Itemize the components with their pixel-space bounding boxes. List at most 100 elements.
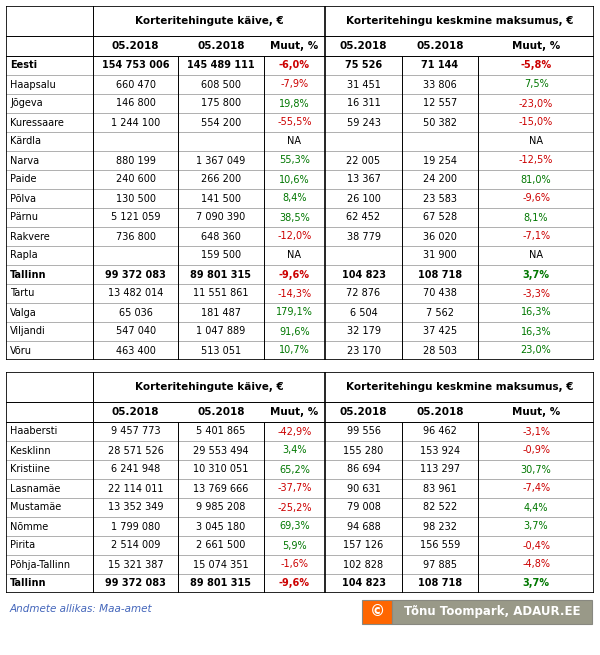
Text: 660 470: 660 470 bbox=[116, 79, 155, 90]
Text: 3,7%: 3,7% bbox=[523, 269, 550, 280]
Text: Muut, %: Muut, % bbox=[270, 41, 319, 51]
Text: 23,0%: 23,0% bbox=[521, 345, 551, 356]
Text: Mustamäe: Mustamäe bbox=[10, 502, 61, 512]
Text: 554 200: 554 200 bbox=[201, 117, 241, 128]
Text: 175 800: 175 800 bbox=[201, 98, 241, 109]
Text: Pirita: Pirita bbox=[10, 540, 35, 550]
Text: 736 800: 736 800 bbox=[116, 231, 155, 242]
Text: 71 144: 71 144 bbox=[421, 60, 458, 71]
Text: 16,3%: 16,3% bbox=[521, 326, 551, 337]
Text: 32 179: 32 179 bbox=[347, 326, 380, 337]
Text: 05.2018: 05.2018 bbox=[416, 41, 464, 51]
Text: Põhja-Tallinn: Põhja-Tallinn bbox=[10, 559, 70, 569]
Text: 880 199: 880 199 bbox=[116, 155, 155, 166]
Text: 11 551 861: 11 551 861 bbox=[193, 288, 248, 299]
Text: 155 280: 155 280 bbox=[343, 445, 383, 455]
Text: Tõnu Toompark, ADAUR.EE: Tõnu Toompark, ADAUR.EE bbox=[404, 605, 580, 618]
Bar bbox=[392, 600, 592, 624]
Text: 1 367 049: 1 367 049 bbox=[196, 155, 245, 166]
Text: Muut, %: Muut, % bbox=[270, 407, 319, 417]
Text: Muut, %: Muut, % bbox=[512, 41, 560, 51]
Text: Korteritehingu keskmine maksumus, €: Korteritehingu keskmine maksumus, € bbox=[346, 16, 574, 26]
Text: 30,7%: 30,7% bbox=[521, 464, 551, 474]
Text: 102 828: 102 828 bbox=[343, 559, 383, 569]
Text: 33 806: 33 806 bbox=[423, 79, 457, 90]
Text: 13 482 014: 13 482 014 bbox=[108, 288, 163, 299]
Text: 16,3%: 16,3% bbox=[521, 307, 551, 318]
Text: 4,4%: 4,4% bbox=[524, 502, 548, 512]
Text: 37 425: 37 425 bbox=[423, 326, 457, 337]
Text: Nõmme: Nõmme bbox=[10, 521, 48, 531]
Text: 05.2018: 05.2018 bbox=[416, 407, 464, 417]
Text: 94 688: 94 688 bbox=[347, 521, 380, 531]
Text: 13 367: 13 367 bbox=[347, 174, 380, 185]
Text: 99 372 083: 99 372 083 bbox=[105, 578, 166, 588]
Text: 153 924: 153 924 bbox=[420, 445, 460, 455]
Text: 10,6%: 10,6% bbox=[279, 174, 310, 185]
Text: 81,0%: 81,0% bbox=[521, 174, 551, 185]
Text: Kuressaare: Kuressaare bbox=[10, 117, 64, 128]
Text: Haabersti: Haabersti bbox=[10, 426, 58, 436]
Text: 463 400: 463 400 bbox=[116, 345, 155, 356]
Text: Narva: Narva bbox=[10, 155, 39, 166]
Text: -6,0%: -6,0% bbox=[279, 60, 310, 71]
Text: 82 522: 82 522 bbox=[423, 502, 457, 512]
Text: 179,1%: 179,1% bbox=[276, 307, 313, 318]
Text: Jõgeva: Jõgeva bbox=[10, 98, 43, 109]
Text: Korteritehingute käive, €: Korteritehingute käive, € bbox=[135, 16, 284, 26]
Text: -9,6%: -9,6% bbox=[279, 578, 310, 588]
Text: 9 457 773: 9 457 773 bbox=[111, 426, 160, 436]
Text: 159 500: 159 500 bbox=[201, 250, 241, 261]
Text: Pärnu: Pärnu bbox=[10, 212, 38, 223]
Text: -0,9%: -0,9% bbox=[522, 445, 550, 455]
Text: -7,4%: -7,4% bbox=[522, 483, 550, 493]
Text: 65,2%: 65,2% bbox=[279, 464, 310, 474]
Text: 36 020: 36 020 bbox=[423, 231, 457, 242]
Text: 65 036: 65 036 bbox=[119, 307, 152, 318]
Text: 154 753 006: 154 753 006 bbox=[102, 60, 169, 71]
Text: 3 045 180: 3 045 180 bbox=[196, 521, 245, 531]
Text: 38,5%: 38,5% bbox=[279, 212, 310, 223]
Text: -55,5%: -55,5% bbox=[277, 117, 311, 128]
Bar bbox=[362, 600, 392, 624]
Text: 89 801 315: 89 801 315 bbox=[190, 269, 251, 280]
Text: -7,1%: -7,1% bbox=[522, 231, 550, 242]
Text: 62 452: 62 452 bbox=[346, 212, 380, 223]
Text: 83 961: 83 961 bbox=[423, 483, 457, 493]
Text: 86 694: 86 694 bbox=[347, 464, 380, 474]
Text: Korteritehingute käive, €: Korteritehingute käive, € bbox=[135, 382, 284, 392]
Text: 99 556: 99 556 bbox=[347, 426, 380, 436]
Text: Korteritehingu keskmine maksumus, €: Korteritehingu keskmine maksumus, € bbox=[346, 382, 574, 392]
Text: 3,4%: 3,4% bbox=[282, 445, 307, 455]
Text: 97 885: 97 885 bbox=[423, 559, 457, 569]
Text: 547 040: 547 040 bbox=[116, 326, 156, 337]
Text: 72 876: 72 876 bbox=[346, 288, 380, 299]
Text: 22 114 011: 22 114 011 bbox=[108, 483, 163, 493]
Text: 1 799 080: 1 799 080 bbox=[111, 521, 160, 531]
Text: 3,7%: 3,7% bbox=[523, 578, 550, 588]
Text: 05.2018: 05.2018 bbox=[197, 41, 245, 51]
Text: -9,6%: -9,6% bbox=[279, 269, 310, 280]
Text: 6 241 948: 6 241 948 bbox=[111, 464, 160, 474]
Text: 69,3%: 69,3% bbox=[279, 521, 310, 531]
Text: Lasnamäe: Lasnamäe bbox=[10, 483, 61, 493]
Text: 50 382: 50 382 bbox=[423, 117, 457, 128]
Text: 12 557: 12 557 bbox=[423, 98, 457, 109]
Text: 130 500: 130 500 bbox=[116, 193, 155, 204]
Text: 05.2018: 05.2018 bbox=[340, 407, 387, 417]
Text: NA: NA bbox=[529, 250, 543, 261]
Text: 70 438: 70 438 bbox=[423, 288, 457, 299]
Text: 23 583: 23 583 bbox=[423, 193, 457, 204]
Text: -14,3%: -14,3% bbox=[277, 288, 311, 299]
Text: -23,0%: -23,0% bbox=[519, 98, 553, 109]
Text: 8,4%: 8,4% bbox=[282, 193, 307, 204]
Text: 145 489 111: 145 489 111 bbox=[187, 60, 255, 71]
Text: -0,4%: -0,4% bbox=[522, 540, 550, 550]
Text: -3,1%: -3,1% bbox=[522, 426, 550, 436]
Text: 240 600: 240 600 bbox=[116, 174, 155, 185]
Text: 75 526: 75 526 bbox=[345, 60, 382, 71]
Text: 67 528: 67 528 bbox=[423, 212, 457, 223]
Text: 5 401 865: 5 401 865 bbox=[196, 426, 245, 436]
Text: Muut, %: Muut, % bbox=[512, 407, 560, 417]
Text: 91,6%: 91,6% bbox=[279, 326, 310, 337]
